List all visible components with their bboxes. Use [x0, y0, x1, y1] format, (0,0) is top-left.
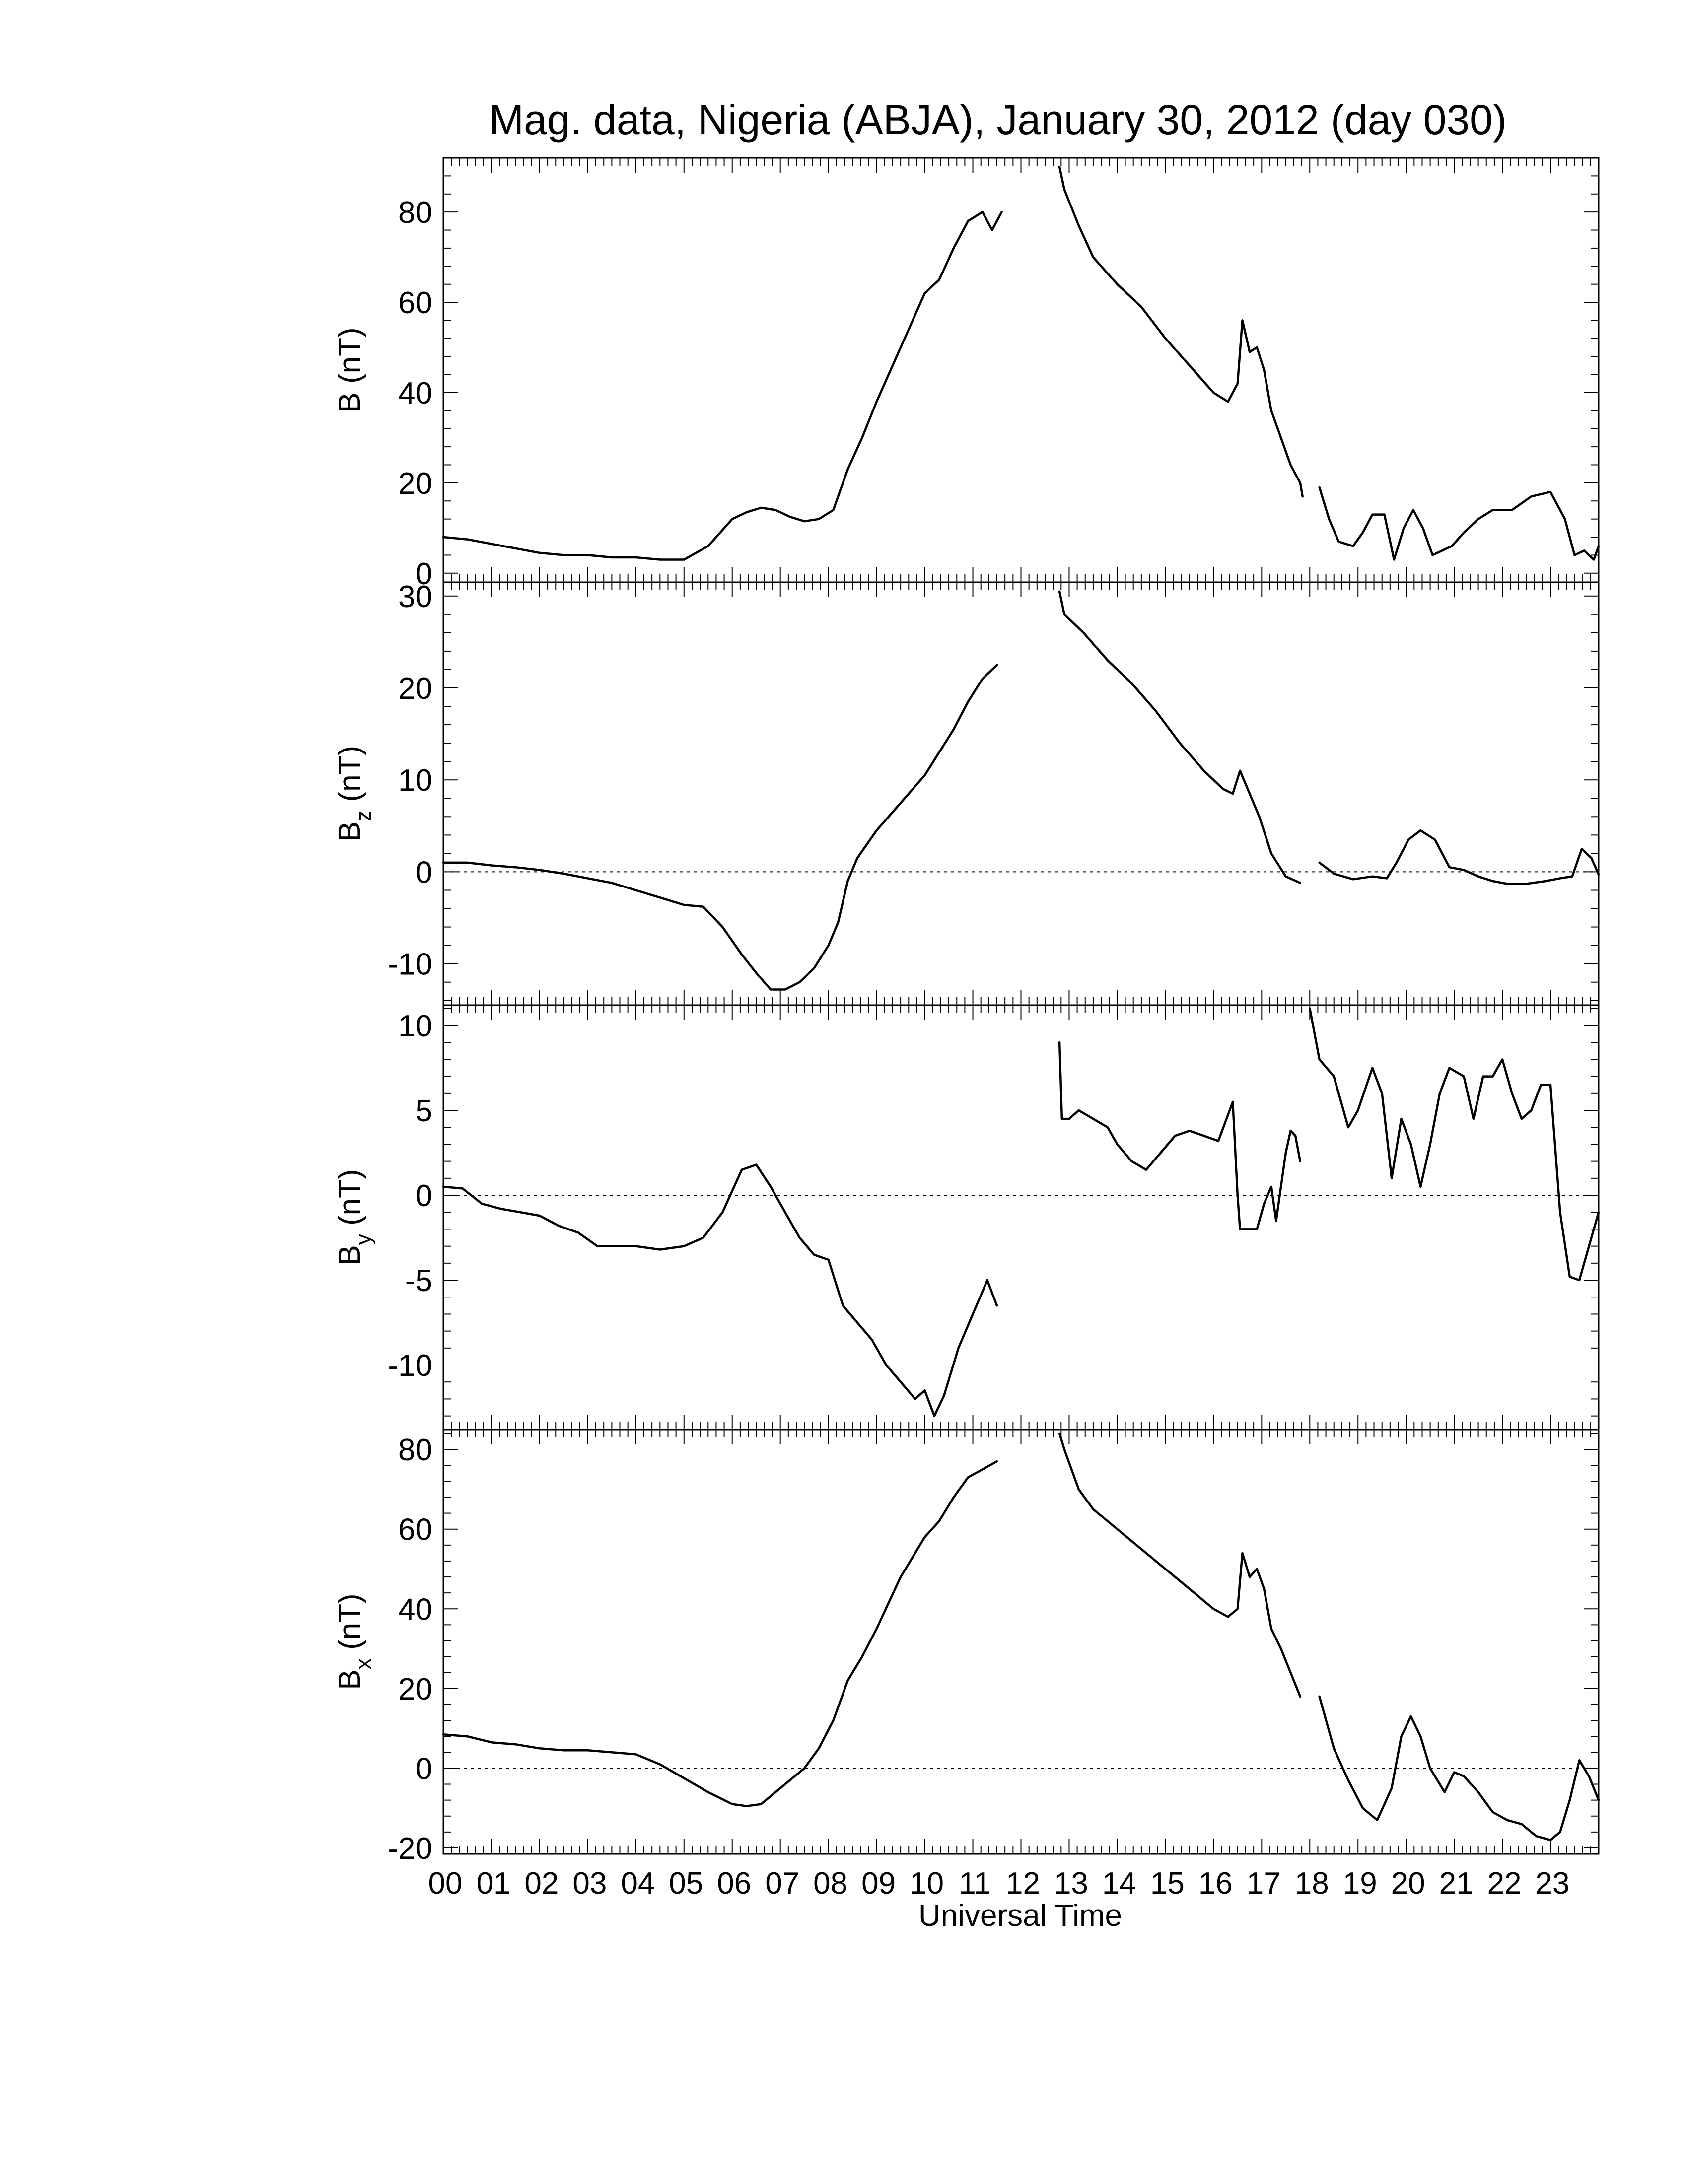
x-tick-label: 07	[765, 1866, 799, 1901]
series-line-b-3	[1318, 486, 1600, 561]
x-tick-label: 03	[572, 1866, 607, 1901]
x-tick-label: 16	[1198, 1866, 1233, 1901]
x-tick-label: 19	[1343, 1866, 1377, 1901]
y-tick-label: -20	[388, 1832, 432, 1866]
x-tick-label: 01	[476, 1866, 510, 1901]
y-tick-label: -10	[388, 948, 432, 982]
panel-bx: -20 0 20 40 60 80 Bx (nT)	[333, 1429, 1600, 1866]
x-tick-label: 22	[1487, 1866, 1522, 1901]
chart-title: Mag. data, Nigeria (ABJA), January 30, 2…	[489, 96, 1507, 143]
y-tick-label: 5	[416, 1094, 432, 1128]
y-tick-label: 60	[398, 1513, 432, 1547]
x-tick-label: 15	[1150, 1866, 1185, 1901]
panel-b: 0 20 40 60 80 B (nT)	[333, 157, 1600, 591]
series-line-bz-1	[442, 664, 998, 991]
x-tick-label: 17	[1247, 1866, 1281, 1901]
y-tick-label: 0	[416, 557, 432, 591]
y-axis-label: Bx (nT)	[333, 1593, 376, 1690]
x-tick-label: 23	[1536, 1866, 1570, 1901]
series-line-bx-1	[442, 1460, 998, 1807]
y-tick-label: 20	[398, 672, 432, 706]
y-tick-label: 10	[398, 1009, 432, 1043]
series-line-b-2	[1058, 165, 1304, 498]
y-tick-label: 0	[416, 1752, 432, 1786]
x-tick-label: 11	[959, 1866, 990, 1901]
panel-bz: -10 0 10 20 30 Bz (nT)	[333, 580, 1600, 1006]
series-line-bx-3	[1318, 1695, 1600, 1842]
y-tick-label: 0	[416, 855, 432, 889]
y-tick-label: -10	[388, 1349, 432, 1383]
y-tick-label: 40	[398, 1592, 432, 1627]
x-tick-label: 14	[1102, 1866, 1136, 1901]
x-tick-label: 12	[1006, 1866, 1040, 1901]
y-tick-label: 10	[398, 763, 432, 798]
x-tick-label: 09	[861, 1866, 896, 1901]
x-tick-label: 10	[910, 1866, 944, 1901]
y-tick-label: 80	[398, 1433, 432, 1467]
y-tick-label: 60	[398, 286, 432, 320]
series-line-by-1	[442, 1163, 998, 1417]
x-tick-label: 13	[1054, 1866, 1088, 1901]
y-axis-label: B (nT)	[333, 327, 367, 412]
x-tick-label: 04	[621, 1866, 655, 1901]
series-line-by-2	[1058, 1041, 1302, 1230]
y-tick-label: 20	[398, 467, 432, 501]
y-axis-label: Bz (nT)	[333, 746, 376, 842]
y-tick-label: 40	[398, 376, 432, 410]
x-tick-label: 02	[524, 1866, 559, 1901]
panel-by: -10 -5 0 5 10 By (nT)	[333, 1004, 1600, 1431]
y-tick-label: 30	[398, 580, 432, 614]
y-tick-label: -5	[405, 1264, 432, 1298]
x-tick-label: 21	[1439, 1866, 1474, 1901]
series-line-by-3	[1309, 1007, 1600, 1282]
x-tick-label: 05	[669, 1866, 703, 1901]
y-tick-label: 80	[398, 196, 432, 230]
x-tick-label: 08	[813, 1866, 847, 1901]
y-tick-label: 20	[398, 1672, 432, 1706]
series-line-bz-3	[1318, 829, 1600, 885]
x-tick-label: 06	[717, 1866, 751, 1901]
x-tick-label: 20	[1391, 1866, 1425, 1901]
series-line-bz-2	[1058, 590, 1302, 884]
series-line-bx-2	[1058, 1432, 1302, 1698]
y-tick-label: 0	[416, 1179, 432, 1213]
series-line-b-1	[442, 210, 1003, 561]
y-axis-label: By (nT)	[333, 1169, 376, 1265]
x-tick-label: 00	[428, 1866, 463, 1901]
x-tick-label: 18	[1295, 1866, 1329, 1901]
x-axis-label: Universal Time	[918, 1899, 1122, 1933]
